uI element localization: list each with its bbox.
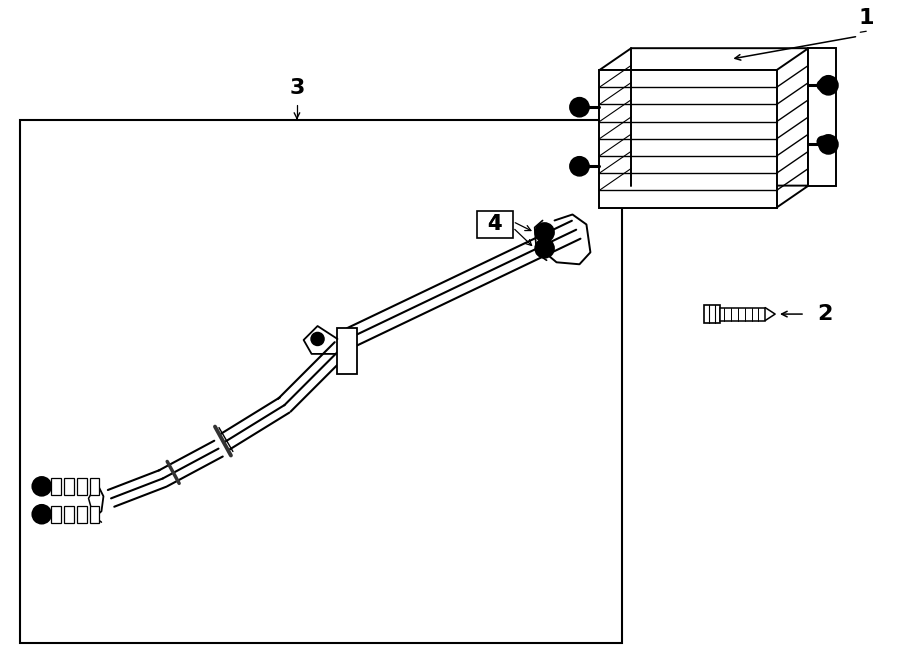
- Circle shape: [570, 157, 589, 175]
- Polygon shape: [808, 48, 836, 185]
- Text: 4: 4: [488, 214, 502, 234]
- Circle shape: [536, 223, 554, 242]
- Bar: [89, 478, 100, 495]
- Polygon shape: [599, 48, 808, 70]
- Circle shape: [540, 244, 549, 253]
- Bar: [720, 308, 765, 320]
- Polygon shape: [599, 185, 808, 207]
- Circle shape: [574, 162, 584, 171]
- Circle shape: [574, 103, 584, 112]
- Bar: [64, 506, 74, 523]
- Circle shape: [37, 481, 47, 491]
- Circle shape: [824, 80, 833, 90]
- Bar: [50, 506, 60, 523]
- Bar: [64, 478, 74, 495]
- Text: 3: 3: [289, 78, 304, 98]
- Circle shape: [37, 510, 47, 519]
- Circle shape: [819, 135, 838, 154]
- Circle shape: [536, 239, 554, 258]
- Circle shape: [32, 504, 51, 524]
- Bar: [89, 506, 100, 523]
- Bar: [704, 305, 720, 323]
- Bar: [50, 478, 60, 495]
- Bar: [20, 120, 622, 643]
- Circle shape: [311, 332, 324, 346]
- Text: 4: 4: [488, 214, 502, 234]
- Text: 1: 1: [859, 9, 874, 28]
- Bar: [477, 211, 513, 238]
- Circle shape: [817, 136, 828, 147]
- Circle shape: [540, 228, 549, 237]
- Circle shape: [570, 98, 589, 117]
- Polygon shape: [599, 70, 777, 207]
- Circle shape: [824, 140, 833, 150]
- Circle shape: [817, 80, 828, 91]
- Circle shape: [819, 76, 838, 95]
- Bar: [76, 506, 86, 523]
- Bar: [338, 328, 357, 374]
- Bar: [76, 478, 86, 495]
- Circle shape: [32, 477, 51, 496]
- Text: 2: 2: [817, 304, 833, 324]
